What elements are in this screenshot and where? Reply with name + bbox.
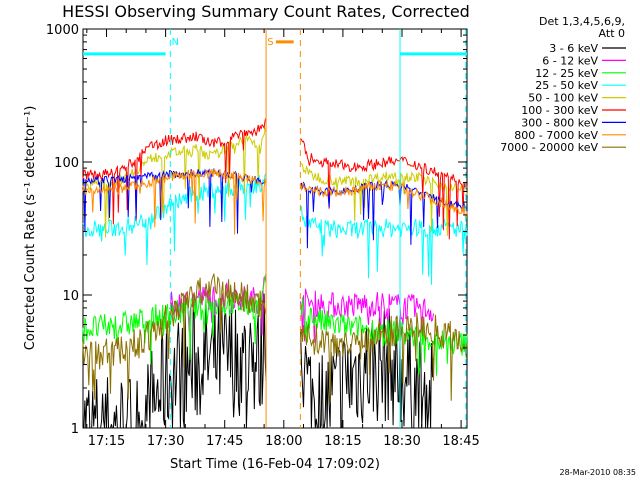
- annotation-n: N: [172, 37, 179, 48]
- series-line-segment: [300, 179, 468, 221]
- legend-entry-label: 800 - 7000 keV: [514, 129, 598, 142]
- annotation-s: S: [267, 37, 273, 48]
- y-tick-label: 1: [71, 422, 79, 437]
- legend-entry-label: 6 - 12 keV: [542, 54, 598, 67]
- series-line-segment: [82, 168, 267, 234]
- tick-layer: 17:15 17:30 17:45 18:00 18:15 18:30 18:45 1 10 10…: [46, 23, 480, 449]
- series-line-segment: [300, 206, 468, 285]
- series-line-segment: [300, 297, 468, 376]
- series-800-7000-kev: [82, 169, 468, 235]
- series-line-segment: [82, 169, 267, 235]
- series-layer: [82, 117, 468, 429]
- series-line-segment: [300, 138, 468, 240]
- x-axis-label: Start Time (16-Feb-04 17:09:02): [170, 457, 380, 472]
- legend-header-line-1: Det 1,3,4,5,6,9,: [539, 15, 625, 28]
- y-tick-label: 1000: [46, 23, 79, 38]
- chart-title: HESSI Observing Summary Count Rates, Cor…: [62, 2, 470, 21]
- series-line-segment: [300, 312, 468, 403]
- x-tick-label: 18:45: [442, 434, 479, 449]
- series-100-300-kev: [82, 117, 468, 240]
- series-7000-20000-kev: [82, 273, 468, 403]
- legend-entry-label: 50 - 100 keV: [528, 92, 598, 105]
- series-line-segment: [82, 127, 267, 238]
- x-tick-label: 17:45: [206, 434, 243, 449]
- legend-entry-label: 25 - 50 keV: [535, 79, 598, 92]
- x-tick-label: 18:00: [265, 434, 302, 449]
- plot-frame: [82, 28, 468, 429]
- series-3-6-kev: [82, 293, 434, 429]
- series-300-800-kev: [82, 168, 468, 249]
- series-line-segment: [82, 117, 267, 225]
- x-tick-label: 17:30: [147, 434, 184, 449]
- legend-entry-label: 100 - 300 keV: [521, 104, 598, 117]
- legend-entry-label: 3 - 6 keV: [549, 42, 598, 55]
- series-line-segment: [300, 179, 468, 249]
- legend-entry-label: 12 - 25 keV: [535, 67, 598, 80]
- timestamp: 28-Mar-2010 08:35: [560, 468, 637, 477]
- series-line-segment: [300, 308, 434, 429]
- legend-entry-label: 300 - 800 keV: [521, 116, 598, 129]
- series-line-segment: [82, 273, 267, 400]
- x-tick-label: 17:15: [88, 434, 125, 449]
- legend-entry-label: 7000 - 20000 keV: [500, 141, 598, 154]
- y-tick-label: 100: [54, 156, 79, 171]
- series-line-segment: [300, 288, 434, 344]
- y-tick-label: 10: [62, 289, 79, 304]
- x-tick-label: 18:15: [324, 434, 361, 449]
- y-axis-label: Corrected Count Rate (s⁻¹ detector⁻¹): [23, 106, 38, 351]
- x-tick-label: 18:30: [383, 434, 420, 449]
- legend-header-line-2: Att 0: [599, 27, 625, 40]
- series-line-segment: [82, 293, 267, 429]
